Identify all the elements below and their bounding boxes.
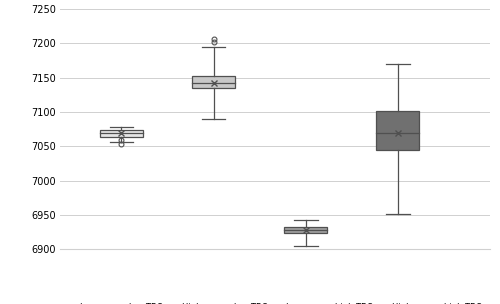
Bar [192, 76, 235, 88]
Bar [100, 130, 143, 137]
Bar [376, 111, 420, 150]
Legend: Low range, low TBO, High range, low TBO, Low range, high TBO, High range, high T: Low range, low TBO, High range, low TBO,… [68, 303, 482, 304]
Bar [284, 227, 327, 233]
